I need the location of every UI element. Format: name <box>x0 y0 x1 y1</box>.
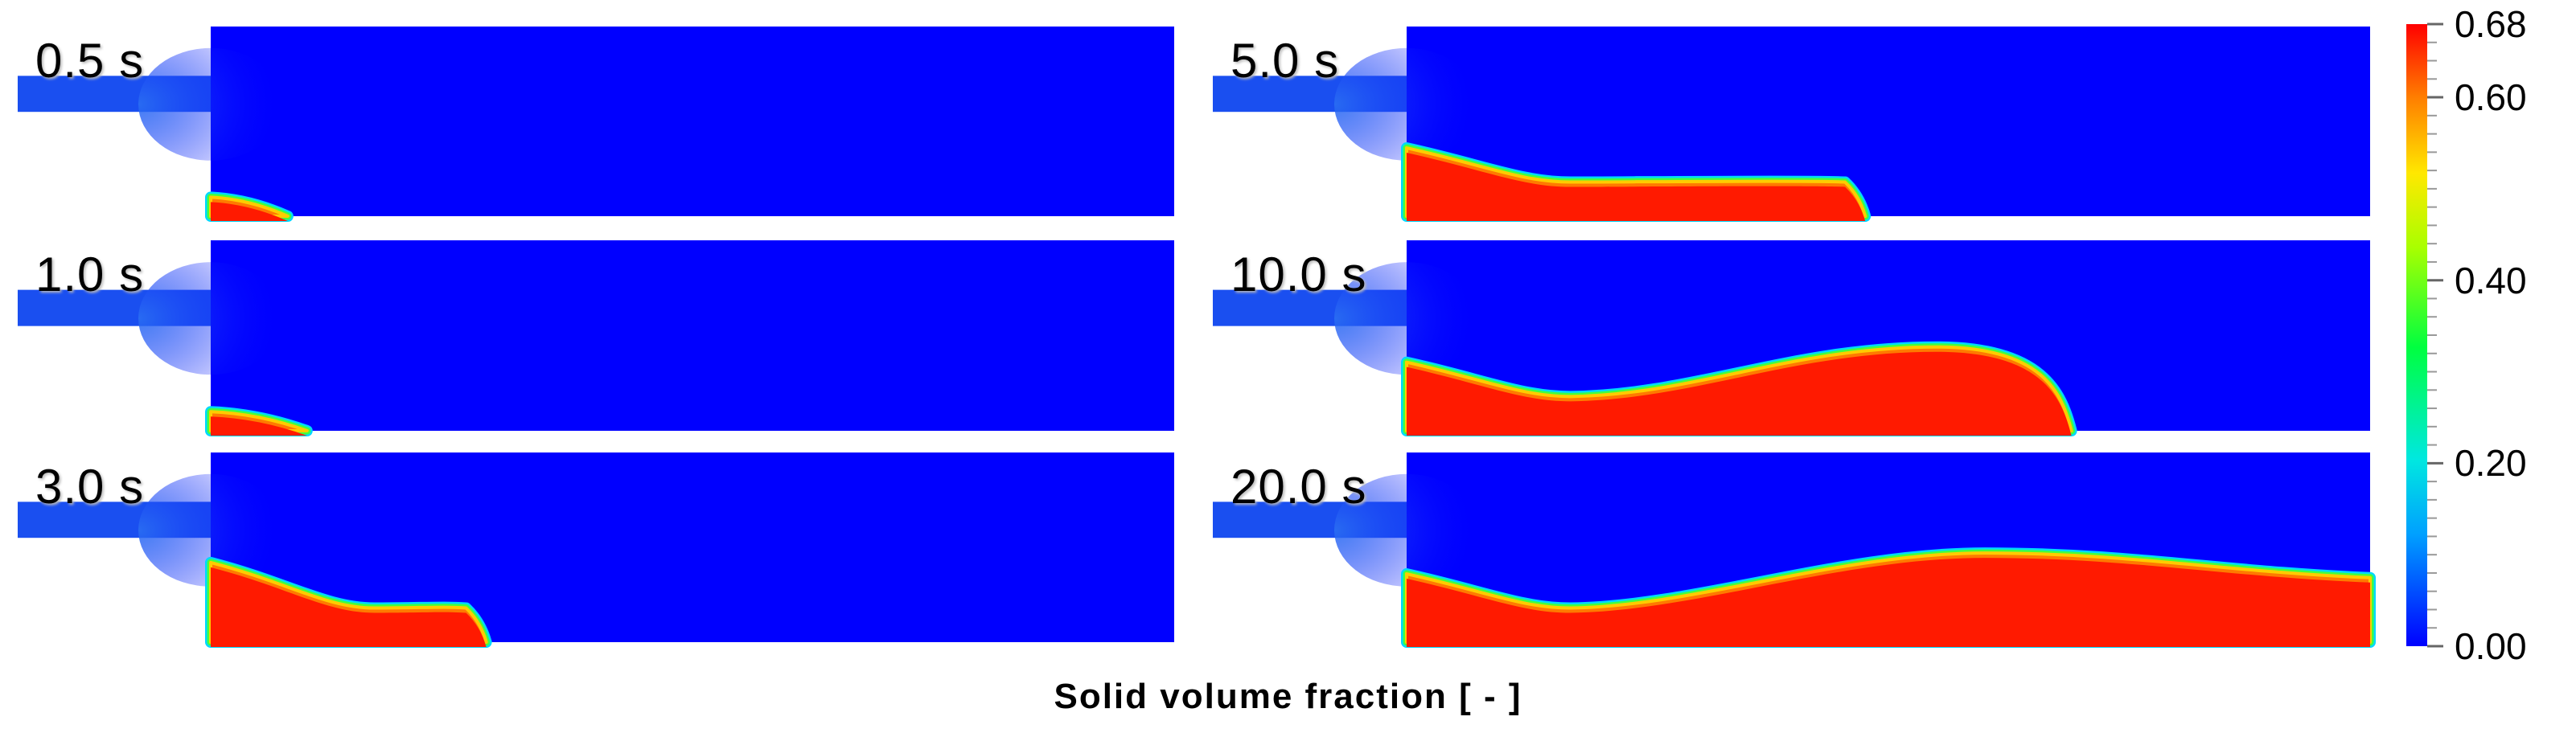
panel-1 <box>18 27 1174 222</box>
colorbar-gradient <box>2406 24 2427 646</box>
panel-domain <box>211 240 1174 431</box>
deposit-core <box>1407 153 1866 221</box>
panel-3 <box>18 452 1174 648</box>
inlet-jet <box>1334 47 1479 161</box>
inlet-jet <box>138 47 283 161</box>
panel-4 <box>1213 27 2370 222</box>
panel-5 <box>1213 240 2370 436</box>
deposit-core <box>211 567 487 647</box>
deposit-core <box>211 416 307 436</box>
deposit-core <box>1407 351 2072 436</box>
inlet-jet <box>1334 262 1479 375</box>
deposit-core <box>211 202 288 221</box>
time-label: 20.0 s <box>1230 460 1367 514</box>
time-label: 3.0 s <box>35 460 145 514</box>
colorbar-tick-label: 0.20 <box>2455 442 2527 485</box>
inlet-jet <box>138 262 283 375</box>
colorbar-tick-label: 0.60 <box>2455 76 2527 119</box>
caption: Solid volume fraction [ - ] <box>1054 677 1522 716</box>
panel-6 <box>1213 452 2376 648</box>
colorbar <box>2406 23 2443 648</box>
inlet-jet <box>138 473 283 587</box>
colorbar-tick-label: 0.40 <box>2455 259 2527 301</box>
time-label: 10.0 s <box>1230 248 1367 301</box>
time-label: 0.5 s <box>35 34 145 88</box>
time-label: 1.0 s <box>35 248 145 301</box>
colorbar-tick-label: 0.00 <box>2455 625 2527 667</box>
colorbar-tick-label: 0.68 <box>2455 3 2527 45</box>
inlet-jet <box>1334 473 1479 587</box>
panel-2 <box>18 240 1174 436</box>
time-label: 5.0 s <box>1230 34 1340 88</box>
deposit-core <box>1407 558 2370 647</box>
panel-domain <box>211 27 1174 216</box>
